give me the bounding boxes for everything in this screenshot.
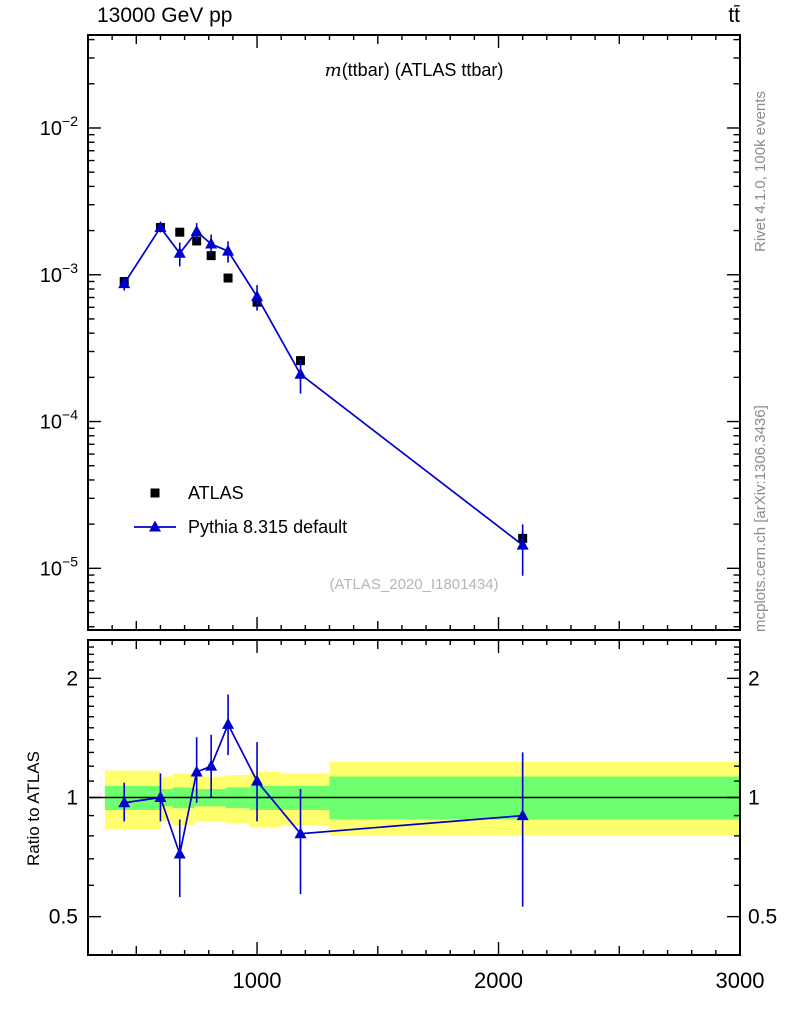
ratio-y-tick-label: 2 [66, 667, 78, 690]
mcplots-credit-label: mcplots.cern.ch [arXiv:1306.3436] [752, 405, 769, 632]
axis-ticks [88, 35, 741, 955]
plot-title-observable: m [324, 60, 342, 81]
pythia-marker-icon [134, 520, 176, 532]
plot-title: m(ttbar) (ATLAS ttbar) [88, 60, 740, 81]
ratio-y-tick-label: 2 [748, 667, 760, 690]
legend-label-data: ATLAS [188, 482, 244, 503]
x-tick-label: 2000 [474, 968, 523, 993]
plot-title-analysis: (ttbar) (ATLAS ttbar) [341, 60, 504, 80]
atlas-marker-icon [150, 488, 160, 498]
legend: ATLAS Pythia 8.315 default [132, 476, 347, 544]
rivet-version-label: Rivet 4.1.0, 100k events [752, 91, 769, 252]
x-tick-label: 3000 [716, 968, 765, 993]
ratio-axis-title: Ratio to ATLAS [24, 751, 43, 866]
ratio-y-tick-label: 1 [66, 787, 78, 810]
main-y-tick-label: 10−5 [40, 553, 78, 580]
ratio-curve [118, 694, 529, 907]
ratio-y-tick-label: 1 [748, 787, 760, 810]
legend-label-mc: Pythia 8.315 default [188, 516, 348, 537]
legend-row-mc: Pythia 8.315 default [132, 510, 347, 544]
main-y-tick-label: 10−3 [40, 260, 78, 287]
main-y-tick-label: 10−4 [40, 407, 78, 434]
pythia-mc-curve [118, 220, 529, 576]
main-y-tick-label: 10−2 [40, 113, 78, 140]
analysis-id-watermark: (ATLAS_2020_I1801434) [329, 576, 499, 593]
legend-row-data: ATLAS [132, 476, 347, 510]
process-label: tt̄ [728, 4, 740, 27]
ratio-y-tick-label: 0.5 [49, 906, 78, 929]
ratio-y-tick-label: 0.5 [748, 906, 777, 929]
beam-energy-label: 13000 GeV pp [97, 4, 233, 27]
x-tick-label: 1000 [233, 968, 282, 993]
axis-tick-labels: 1000 2000 3000 10−5 10−4 10−3 10−2 0.5 0.5 1 1 2 2 [40, 113, 777, 993]
